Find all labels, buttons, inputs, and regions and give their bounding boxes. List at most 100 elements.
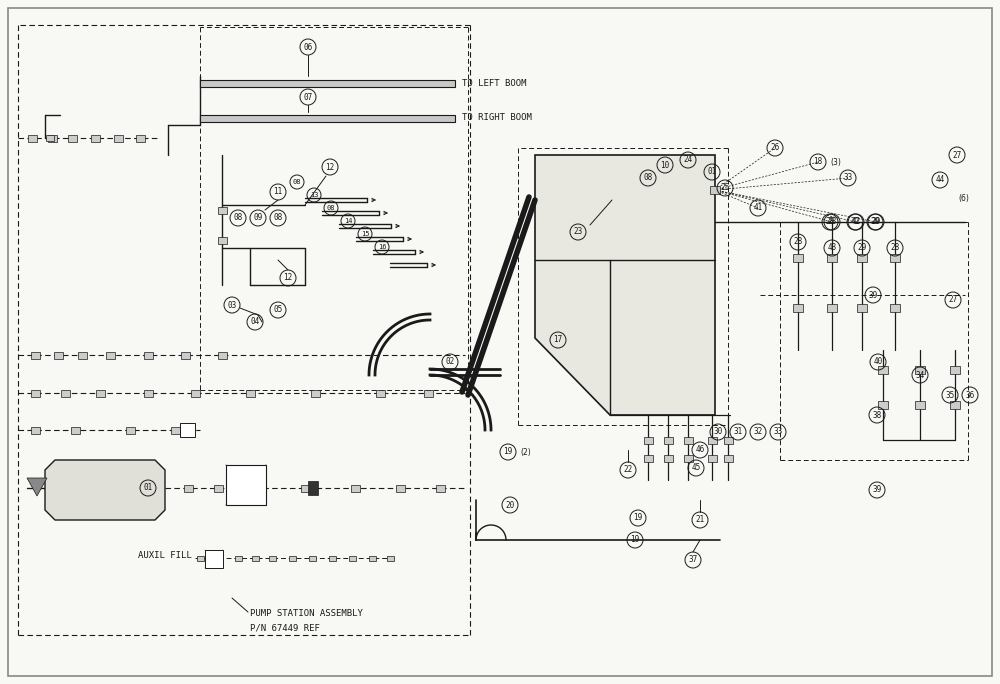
Bar <box>218 207 226 213</box>
Bar <box>200 79 455 86</box>
Text: (3): (3) <box>830 157 841 166</box>
Bar <box>144 352 152 358</box>
Bar <box>644 436 652 443</box>
Text: 21: 21 <box>695 516 705 525</box>
Text: 11: 11 <box>273 187 283 196</box>
Bar <box>644 454 652 462</box>
Bar <box>288 555 296 560</box>
Bar <box>376 389 384 397</box>
Text: 13: 13 <box>310 192 318 198</box>
Bar <box>396 484 404 492</box>
Text: 03: 03 <box>227 300 237 309</box>
Bar <box>664 454 672 462</box>
Bar <box>827 304 837 312</box>
Bar <box>950 401 960 409</box>
Bar <box>252 555 258 560</box>
Bar <box>857 254 867 262</box>
Text: 45: 45 <box>691 464 701 473</box>
Text: 04: 04 <box>250 317 260 326</box>
Bar <box>256 484 264 492</box>
Bar <box>724 436 732 443</box>
Text: 28: 28 <box>827 218 837 226</box>
Bar <box>386 555 394 560</box>
Bar <box>70 427 80 434</box>
Bar <box>368 555 376 560</box>
Text: 02: 02 <box>445 358 455 367</box>
Bar <box>136 135 144 142</box>
Bar <box>424 389 432 397</box>
Text: PUMP STATION ASSEMBLY: PUMP STATION ASSEMBLY <box>250 609 363 618</box>
Bar <box>268 555 276 560</box>
Bar <box>90 135 100 142</box>
Text: 33: 33 <box>773 428 783 436</box>
Bar <box>226 465 266 505</box>
Bar <box>28 135 36 142</box>
Bar <box>710 186 720 194</box>
Text: 16: 16 <box>378 244 386 250</box>
Text: 32: 32 <box>753 428 763 436</box>
Text: 07: 07 <box>303 92 313 101</box>
Text: 37: 37 <box>688 555 698 564</box>
Bar <box>180 352 190 358</box>
Text: 34: 34 <box>915 371 925 380</box>
Text: 39: 39 <box>868 291 878 300</box>
Text: 29: 29 <box>871 218 881 226</box>
Text: 10: 10 <box>660 161 670 170</box>
Bar <box>684 436 692 443</box>
Bar <box>54 352 62 358</box>
Text: TO LEFT BOOM: TO LEFT BOOM <box>462 79 526 88</box>
Text: 28: 28 <box>793 237 803 246</box>
Bar <box>190 389 200 397</box>
Text: 19: 19 <box>503 447 513 456</box>
Text: (2): (2) <box>520 447 531 456</box>
Text: 39: 39 <box>872 486 882 495</box>
Bar <box>664 436 672 443</box>
Bar <box>793 304 803 312</box>
Text: 46: 46 <box>695 445 705 454</box>
Text: TO RIGHT BOOM: TO RIGHT BOOM <box>462 114 532 122</box>
Text: 24: 24 <box>683 155 693 164</box>
Bar <box>878 366 888 374</box>
Bar <box>915 401 925 409</box>
Text: 31: 31 <box>733 428 743 436</box>
Bar <box>96 389 104 397</box>
Text: 08: 08 <box>327 205 335 211</box>
Bar <box>724 454 732 462</box>
Bar <box>857 304 867 312</box>
Text: 29: 29 <box>857 244 867 252</box>
Bar <box>106 352 114 358</box>
Bar <box>78 352 87 358</box>
Text: 26: 26 <box>770 144 780 153</box>
Text: 36: 36 <box>965 391 975 399</box>
Bar <box>214 555 222 560</box>
Text: 28: 28 <box>825 218 835 226</box>
Bar <box>890 254 900 262</box>
Text: 08: 08 <box>233 213 243 222</box>
Bar <box>827 254 837 262</box>
Text: 33: 33 <box>843 174 853 183</box>
Bar <box>214 484 222 492</box>
Text: 18: 18 <box>813 157 823 166</box>
Text: 25: 25 <box>720 183 730 192</box>
Bar <box>915 366 925 374</box>
Bar <box>308 555 316 560</box>
Bar <box>878 401 888 409</box>
Polygon shape <box>27 478 47 496</box>
Text: 05: 05 <box>273 306 283 315</box>
Text: 22: 22 <box>623 466 633 475</box>
Bar <box>246 389 254 397</box>
Polygon shape <box>45 460 165 520</box>
Bar <box>234 555 242 560</box>
Text: 27: 27 <box>948 295 958 304</box>
Bar <box>950 366 960 374</box>
Bar <box>708 454 716 462</box>
Bar <box>300 484 310 492</box>
Text: 40: 40 <box>873 358 883 367</box>
Bar <box>126 427 134 434</box>
Text: 42: 42 <box>851 218 861 226</box>
Text: 35: 35 <box>945 391 955 399</box>
Text: 06: 06 <box>303 42 313 51</box>
Bar <box>684 454 692 462</box>
Bar <box>436 484 444 492</box>
Bar <box>46 135 54 141</box>
